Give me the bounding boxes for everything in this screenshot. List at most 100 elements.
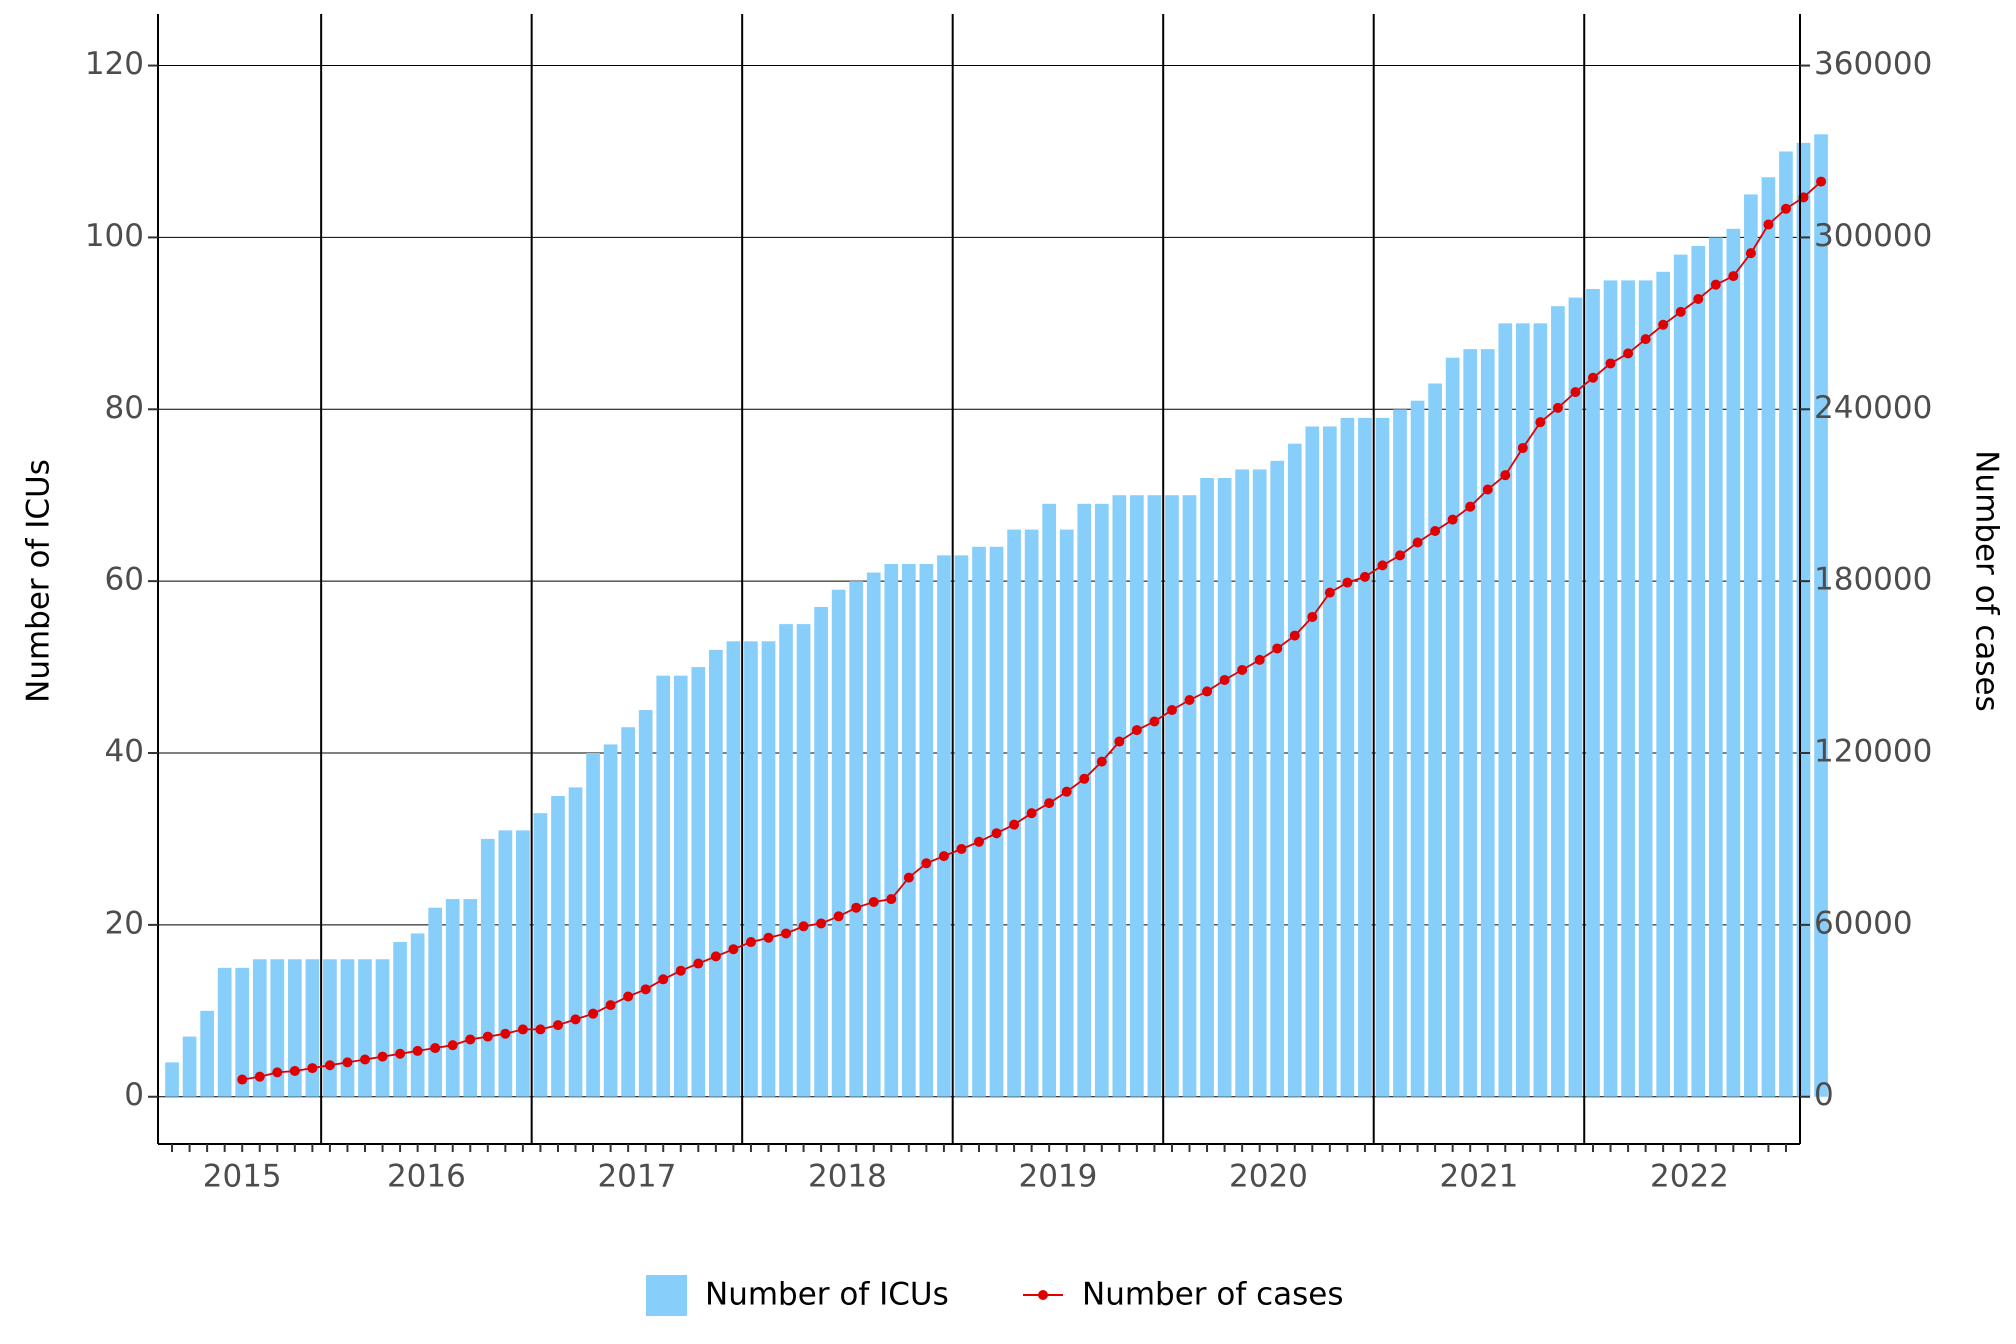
cases-point: [1430, 526, 1441, 537]
right-tick-label: 240000: [1814, 390, 1932, 426]
x-tick-label: 2016: [387, 1159, 466, 1195]
icu-bar: [1533, 323, 1548, 1097]
legend-label-icus: Number of ICUs: [705, 1277, 949, 1313]
icu-bar: [1182, 495, 1197, 1097]
cases-point: [1728, 271, 1739, 282]
icu-bar: [1551, 306, 1565, 1097]
icu-bar: [866, 572, 881, 1097]
icu-bar: [445, 899, 460, 1097]
cases-point: [1465, 501, 1476, 512]
cases-point: [1798, 192, 1809, 203]
icu-bar: [1200, 478, 1214, 1097]
icu-bar: [305, 959, 320, 1097]
left-tick-label: 20: [105, 905, 144, 941]
cases-point: [1061, 786, 1072, 797]
cases-point: [395, 1048, 406, 1059]
cases-point: [781, 928, 792, 939]
icu-bar: [200, 1010, 214, 1097]
cases-point: [1324, 587, 1335, 598]
icu-bar: [358, 959, 372, 1097]
cases-point: [763, 932, 774, 943]
icu-bar: [1814, 134, 1828, 1097]
icu-bar: [1410, 400, 1425, 1097]
cases-point: [1131, 725, 1142, 736]
icu-bar: [1217, 478, 1232, 1097]
icu-bar: [463, 899, 478, 1097]
cases-point: [360, 1054, 371, 1065]
cases-point: [1377, 560, 1388, 571]
cases-point: [324, 1060, 335, 1071]
icu-bar: [1744, 194, 1758, 1097]
icu-bar: [1761, 177, 1776, 1097]
cases-point: [1447, 514, 1458, 525]
left-axis-title: Number of ICUs: [21, 459, 57, 703]
icu-bar: [323, 959, 337, 1097]
icu-bar: [1726, 228, 1741, 1097]
icu-bar: [1323, 426, 1337, 1097]
icu-bar: [516, 830, 530, 1097]
icu-bar: [1428, 383, 1442, 1097]
icu-bar: [235, 967, 250, 1097]
left-tick-label: 40: [105, 734, 144, 770]
cases-point: [1149, 716, 1160, 727]
icu-bar: [1796, 142, 1811, 1097]
cases-point: [1044, 798, 1055, 809]
icu-bar: [1077, 503, 1092, 1097]
icu-bar: [796, 624, 811, 1097]
icu-bar: [1480, 349, 1495, 1097]
cases-point: [1780, 203, 1791, 214]
icu-bar: [972, 546, 986, 1097]
icu-bar: [410, 933, 425, 1097]
icu-bar: [480, 838, 495, 1097]
cases-point: [658, 974, 669, 985]
icu-bar: [1393, 409, 1407, 1097]
cases-point: [342, 1057, 353, 1068]
icu-bar: [603, 744, 618, 1097]
icu-bar: [1270, 460, 1285, 1097]
right-tick-label: 0: [1814, 1077, 1834, 1113]
icu-bar: [586, 753, 600, 1097]
icu-bar: [1252, 469, 1267, 1097]
icu-bar: [1340, 417, 1355, 1097]
icu-bar: [568, 787, 583, 1097]
cases-point: [1745, 248, 1756, 259]
icu-bar: [270, 959, 285, 1097]
cases-point: [1395, 550, 1406, 561]
icu-bar: [656, 675, 671, 1097]
icu-bar: [761, 641, 776, 1097]
icu-bar: [1586, 288, 1600, 1097]
x-tick-label: 2021: [1440, 1159, 1519, 1195]
icu-bar: [621, 727, 635, 1097]
icu-bar: [252, 959, 267, 1097]
cases-point: [535, 1024, 546, 1035]
cases-point: [1219, 674, 1230, 685]
cases-point: [412, 1045, 423, 1056]
icu-bar: [1059, 529, 1074, 1097]
cases-point: [1026, 808, 1037, 819]
x-tick-label: 2015: [203, 1159, 282, 1195]
cases-point: [254, 1071, 265, 1082]
cases-point: [710, 951, 721, 962]
x-tick-label: 2020: [1229, 1159, 1308, 1195]
cases-point: [1237, 664, 1248, 675]
icu-bar: [1463, 349, 1478, 1097]
cases-point: [1342, 577, 1353, 588]
cases-point: [833, 911, 844, 922]
cases-point: [956, 843, 967, 854]
cases-point: [1640, 334, 1651, 345]
cases-point: [851, 902, 862, 913]
cases-point: [728, 944, 739, 955]
icu-bar: [217, 967, 232, 1097]
icu-bar: [1358, 417, 1372, 1097]
legend: Number of ICUs Number of cases: [646, 1275, 1344, 1316]
icu-bar: [1007, 529, 1021, 1097]
cases-point: [1307, 611, 1318, 622]
cases-point: [991, 828, 1002, 839]
icu-bar: [901, 563, 916, 1097]
right-tick-label: 180000: [1814, 562, 1932, 598]
cases-point: [1166, 705, 1177, 716]
cases-point: [921, 858, 932, 869]
icu-bar: [498, 830, 513, 1097]
icu-bar: [989, 546, 1004, 1097]
cases-point: [289, 1065, 300, 1076]
